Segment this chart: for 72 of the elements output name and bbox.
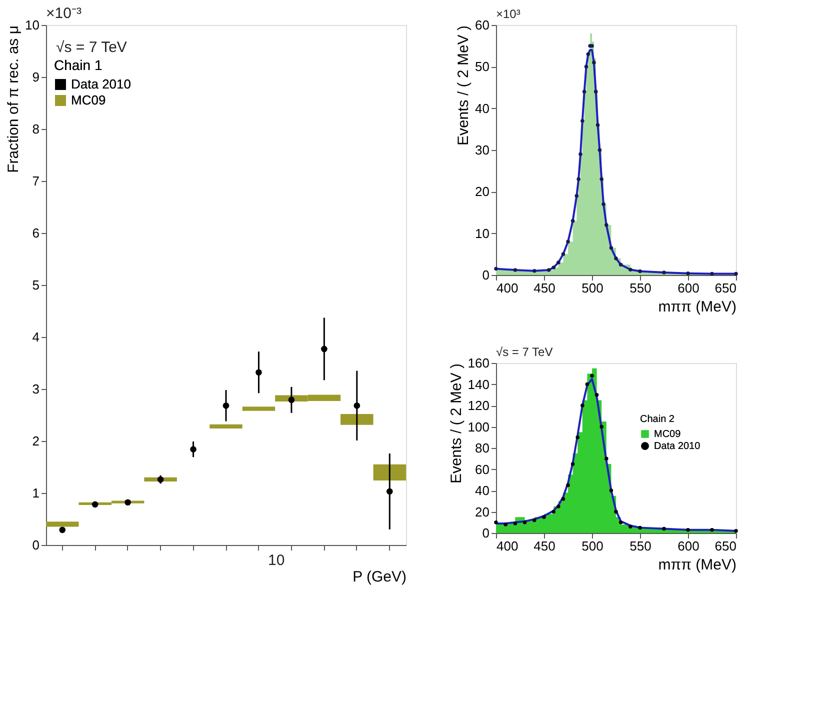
x-tick-label: 400 — [496, 280, 518, 296]
bar — [340, 414, 374, 425]
text: ×10⁻³ — [46, 5, 82, 22]
bar — [373, 464, 406, 481]
y-tick-label: 1 — [32, 486, 40, 500]
text: √s = 7 TeV — [496, 345, 553, 359]
point — [386, 488, 393, 495]
x-tick-label: 500 — [582, 280, 604, 296]
bar — [242, 406, 276, 411]
y-axis-title: Events / ( 2 MeV ) — [448, 364, 465, 484]
point — [288, 396, 295, 404]
point — [190, 446, 196, 452]
y-tick-label: 8 — [32, 122, 40, 136]
annotation: √s = 7 TeV — [56, 39, 127, 56]
x-tick-label: 550 — [630, 280, 652, 296]
legend-label: MC09 — [654, 429, 682, 440]
x-tick-label: 650 — [714, 538, 736, 554]
point — [124, 499, 131, 506]
x-tick-label: 600 — [678, 538, 700, 554]
text: ×10³ — [496, 7, 520, 21]
y-tick-label: 140 — [468, 376, 490, 392]
bar — [210, 424, 242, 429]
y-tick-label: 40 — [475, 483, 490, 498]
legend-label: Data 2010 — [71, 76, 131, 92]
x-tick-label: 650 — [714, 280, 736, 296]
x-tick-label: 450 — [534, 280, 556, 296]
y-tick-label: 6 — [32, 226, 40, 240]
y-tick-label: 9 — [32, 70, 40, 84]
legend-label: Data 2010 — [654, 441, 701, 452]
y-tick-label: 30 — [475, 142, 490, 158]
y-tick-label: 10 — [475, 226, 490, 241]
y-tick-label: 0 — [32, 538, 40, 552]
y-tick-label: 4 — [32, 330, 40, 344]
x-axis-title: mππ (MeV) — [658, 298, 736, 316]
x-tick-label: 450 — [534, 538, 556, 554]
x-tick-label: 400 — [496, 538, 518, 554]
legend-title: Chain 1 — [54, 57, 102, 73]
y-tick-label: 7 — [32, 174, 40, 188]
y-tick-label: 60 — [475, 462, 490, 477]
point — [321, 346, 328, 352]
point — [157, 476, 164, 483]
legend-label: MC09 — [71, 92, 106, 108]
x-tick-label: 600 — [678, 280, 700, 296]
y-axis-title: Fraction of π rec. as μ — [5, 26, 22, 173]
y-tick-label: 60 — [475, 18, 490, 32]
x-tick-label: 550 — [630, 538, 652, 554]
x-axis-title: P (GeV) — [352, 568, 407, 586]
y-tick-label: 20 — [475, 504, 490, 520]
y-tick-label: 80 — [475, 440, 490, 456]
y-tick-label: 0 — [482, 268, 490, 282]
point — [222, 402, 230, 409]
text: 10 — [268, 552, 285, 569]
x-tick-label: 500 — [582, 538, 604, 554]
y-tick-label: 5 — [32, 278, 40, 292]
point — [59, 526, 66, 534]
x-axis-title: mππ (MeV) — [658, 556, 736, 574]
bar — [46, 522, 79, 527]
y-tick-label: 3 — [32, 382, 40, 396]
y-tick-label: 100 — [468, 419, 490, 434]
y-tick-label: 10 — [25, 18, 40, 32]
y-tick-label: 20 — [475, 184, 490, 200]
y-tick-label: 50 — [475, 59, 490, 74]
point — [256, 369, 262, 376]
point — [354, 402, 360, 409]
point — [92, 501, 98, 508]
y-tick-label: 2 — [32, 434, 40, 448]
y-tick-label: 0 — [482, 526, 490, 540]
y-tick-label: 120 — [468, 398, 490, 413]
y-tick-label: 40 — [475, 100, 490, 116]
y-tick-label: 160 — [468, 356, 490, 370]
legend-title: Chain 2 — [640, 414, 675, 425]
y-axis-title: Events / ( 2 MeV ) — [455, 26, 472, 146]
